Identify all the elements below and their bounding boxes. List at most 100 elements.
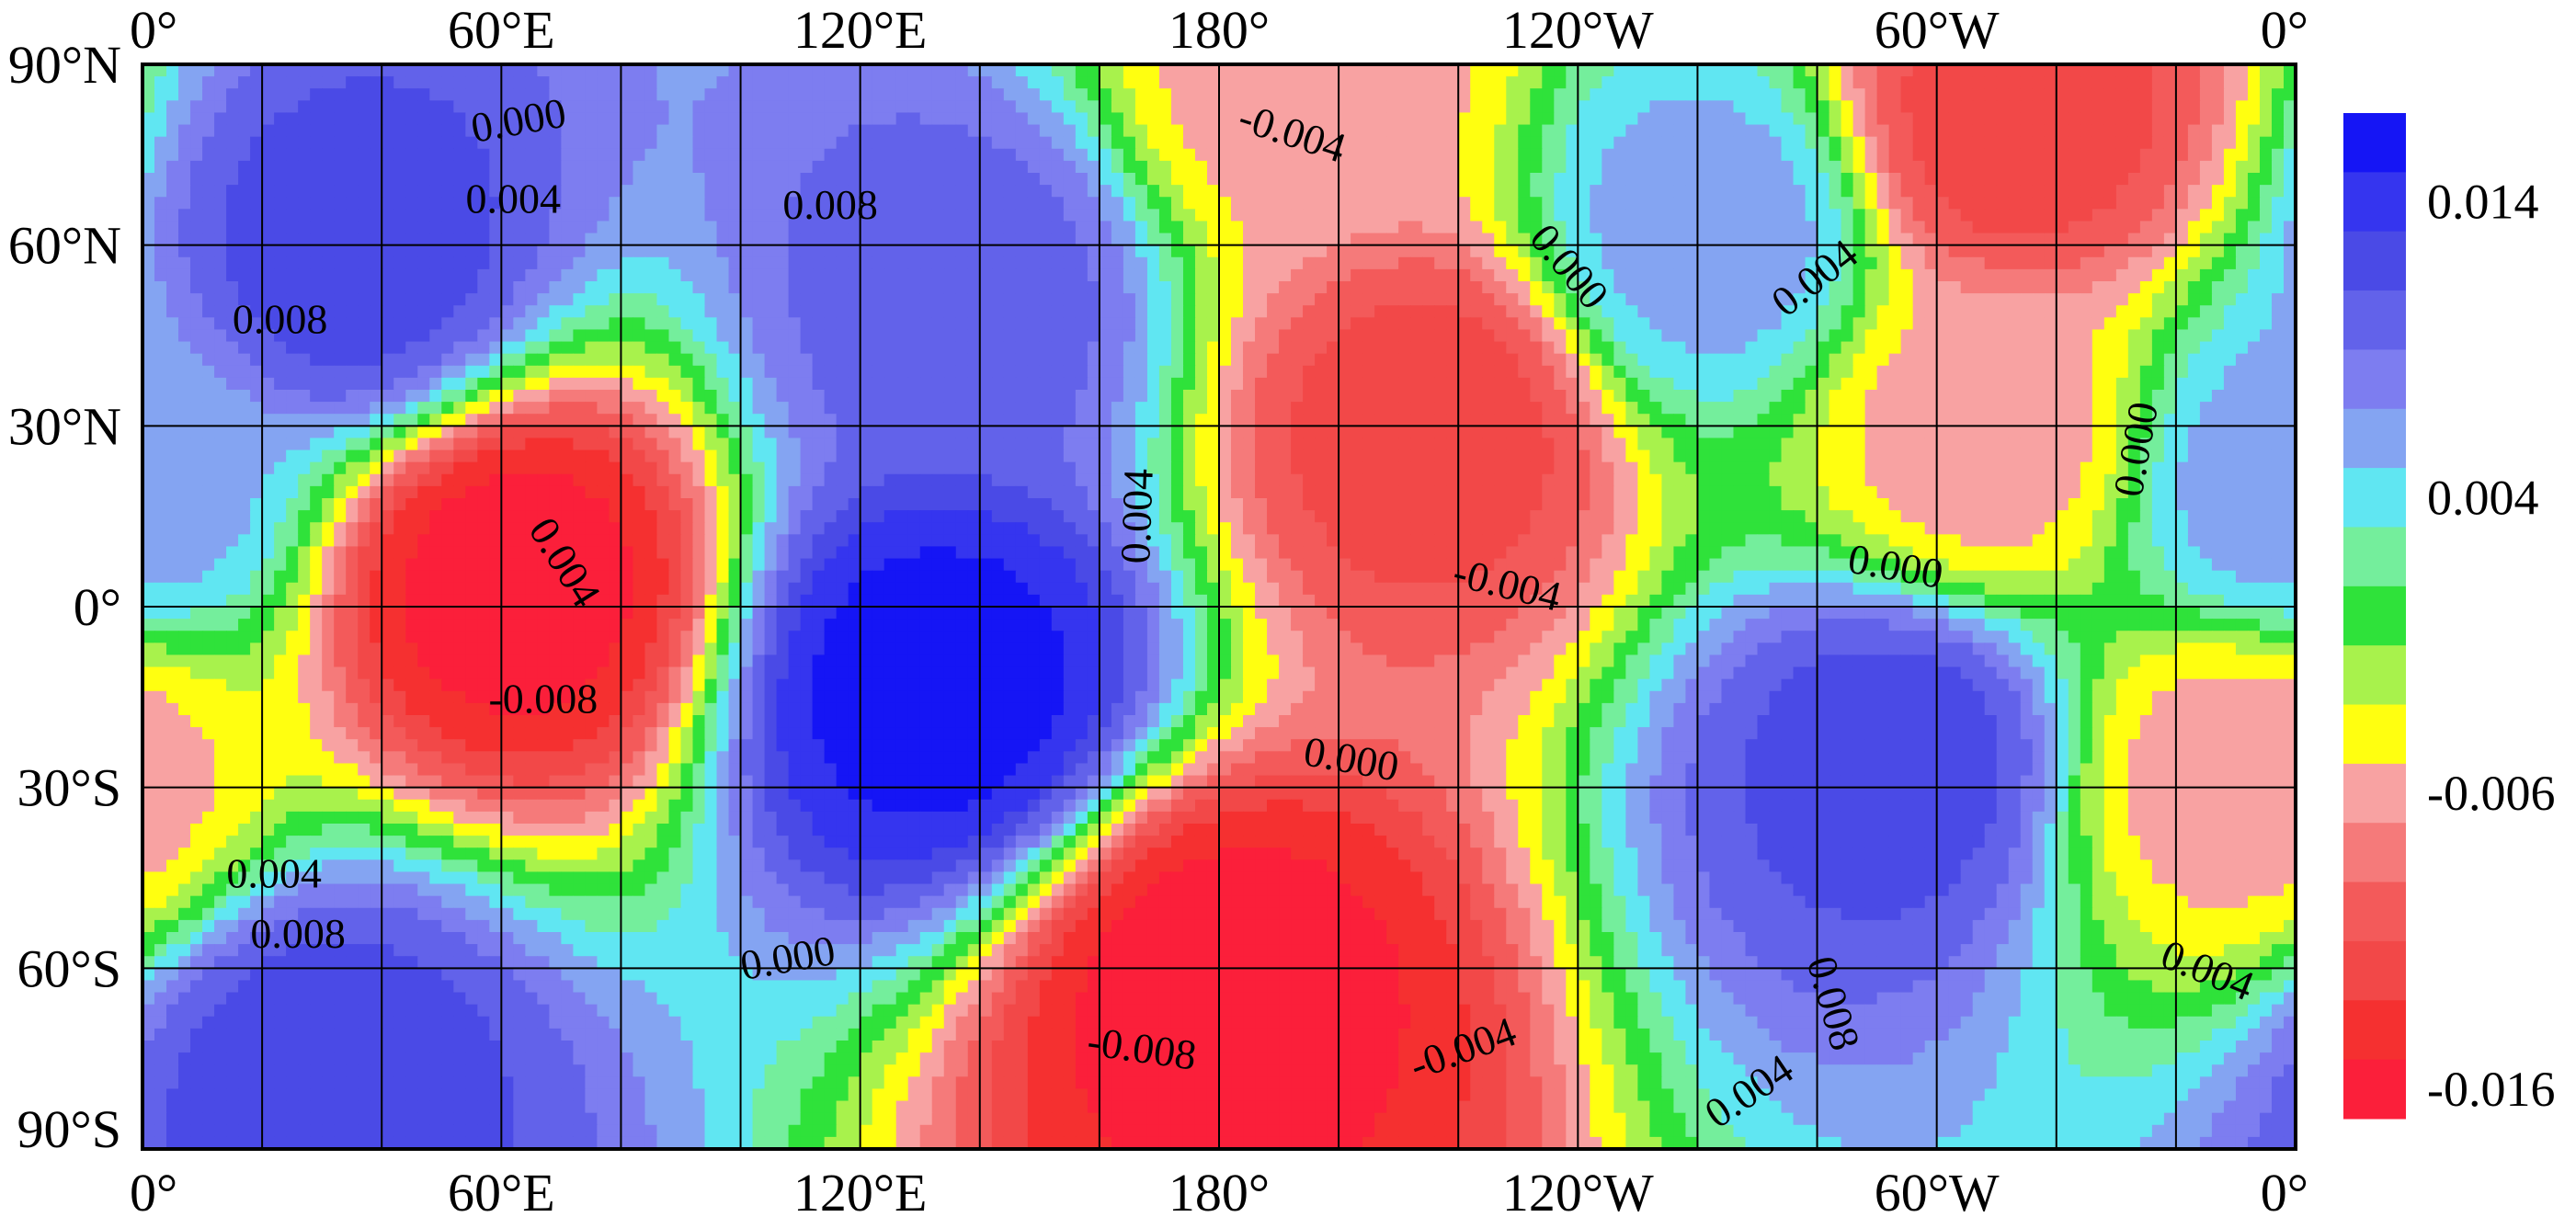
field-cell [1733, 124, 1747, 138]
field-cell [1888, 100, 1902, 114]
field-cell [895, 377, 909, 391]
field-cell [1422, 341, 1435, 355]
field-cell [1123, 148, 1136, 162]
field-cell [716, 88, 730, 101]
field-cell [1182, 256, 1196, 270]
field-cell [1661, 209, 1675, 222]
field-cell [1685, 305, 1699, 318]
field-cell [764, 377, 778, 391]
field-cell [848, 76, 861, 89]
field-cell [154, 353, 167, 367]
field-cell [1924, 281, 1938, 294]
field-cell [668, 112, 682, 126]
field-cell [154, 268, 167, 282]
field-cell [991, 281, 1005, 294]
field-cell [1661, 160, 1675, 174]
field-cell [298, 256, 311, 270]
field-cell [979, 390, 993, 403]
field-cell [919, 148, 933, 162]
field-cell [907, 197, 921, 210]
field-cell [1279, 341, 1292, 355]
field-cell [1542, 390, 1555, 403]
field-cell [824, 124, 838, 138]
field-cell [621, 197, 634, 210]
field-cell [2056, 136, 2069, 150]
field-cell [1829, 281, 1842, 294]
field-cell [1960, 185, 1974, 198]
field-cell [1434, 88, 1447, 101]
field-cell [716, 341, 730, 355]
field-cell [1134, 88, 1148, 101]
field-cell [883, 100, 897, 114]
field-cell [250, 64, 263, 77]
field-cell [1817, 305, 1830, 318]
field-cell [1649, 377, 1663, 391]
field-cell [1231, 317, 1244, 331]
field-cell [501, 256, 514, 270]
field-cell [2139, 293, 2153, 306]
field-cell [1733, 100, 1747, 114]
field-cell [1362, 173, 1375, 186]
field-cell [2020, 268, 2034, 282]
field-cell [883, 256, 897, 270]
field-cell [812, 365, 826, 379]
field-cell [489, 76, 502, 89]
field-cell [178, 256, 191, 270]
field-cell [1984, 353, 1998, 367]
field-cell [1279, 221, 1292, 234]
field-cell [1924, 221, 1938, 234]
field-cell [1912, 88, 1926, 101]
field-cell [2247, 197, 2261, 210]
field-cell [836, 317, 849, 331]
field-cell [1781, 136, 1795, 150]
field-cell [895, 317, 909, 331]
field-cell [382, 76, 394, 89]
field-cell [286, 88, 299, 101]
field-cell [405, 185, 418, 198]
field-cell [919, 136, 933, 150]
field-cell [441, 317, 454, 331]
field-cell [2008, 124, 2022, 138]
field-cell [1027, 390, 1041, 403]
field-cell [453, 136, 466, 150]
field-cell [1625, 124, 1638, 138]
field-cell [489, 136, 502, 150]
field-cell [1566, 136, 1579, 150]
field-cell [1255, 293, 1268, 306]
field-cell [501, 221, 514, 234]
field-cell [1601, 256, 1614, 270]
field-cell [537, 365, 550, 379]
field-cell [441, 293, 454, 306]
field-cell [979, 64, 993, 77]
field-cell [441, 341, 454, 355]
field-cell [1458, 88, 1471, 101]
field-cell [298, 233, 311, 246]
field-cell [1123, 256, 1136, 270]
field-cell [1769, 390, 1783, 403]
field-cell [1099, 390, 1112, 403]
field-cell [2020, 256, 2034, 270]
field-cell [298, 124, 311, 138]
field-cell [441, 390, 454, 403]
field-cell [537, 317, 550, 331]
field-cell [1351, 209, 1363, 222]
field-cell [919, 256, 933, 270]
field-cell [322, 341, 335, 355]
field-cell [1422, 88, 1435, 101]
field-cell [1805, 341, 1818, 355]
field-cell [860, 100, 873, 114]
field-cell [597, 209, 610, 222]
field-cell [1769, 112, 1783, 126]
field-cell [1194, 305, 1208, 318]
field-cell [1494, 317, 1507, 331]
field-cell [501, 136, 514, 150]
field-cell [453, 173, 466, 186]
field-cell [1087, 305, 1100, 318]
field-cell [1852, 293, 1866, 306]
field-cell [776, 268, 790, 282]
field-cell [836, 365, 849, 379]
field-cell [322, 268, 335, 282]
field-cell [501, 341, 514, 355]
field-cell [1087, 256, 1100, 270]
field-cell [334, 160, 347, 174]
